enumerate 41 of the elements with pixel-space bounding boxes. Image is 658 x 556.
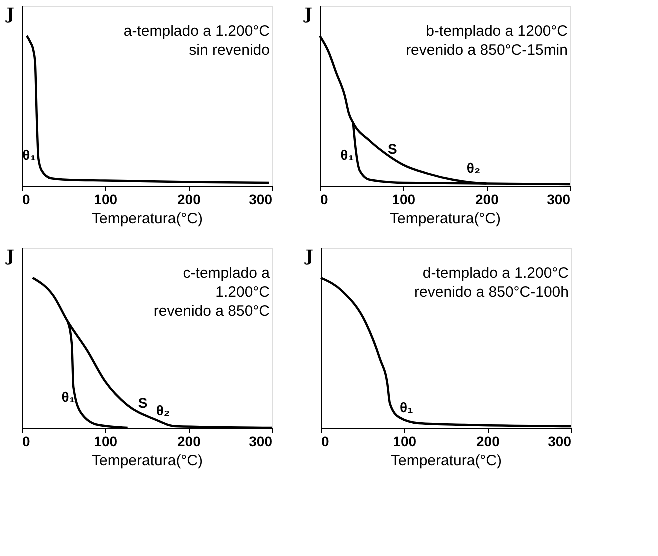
- y-axis-title: J: [4, 246, 14, 266]
- y-axis-title: J: [4, 4, 14, 24]
- annotation: θ₁: [340, 147, 354, 163]
- x-tick-label: 300: [249, 434, 273, 450]
- annotation: revenido a 850°C: [154, 303, 270, 320]
- x-axis-title: Temperatura(°C): [390, 452, 502, 470]
- x-tick-label: 100: [94, 192, 118, 208]
- x-tick-label: 100: [393, 434, 417, 450]
- x-tick-label: 100: [94, 434, 118, 450]
- annotation: θ₂: [156, 402, 170, 418]
- x-axis-title: Temperatura(°C): [390, 210, 502, 228]
- x-tick-label: 300: [547, 192, 571, 208]
- annotation: a-templado a 1.200°C: [124, 23, 270, 40]
- annotation: b-templado a 1200°C: [426, 23, 568, 40]
- x-tick-label: 200: [475, 192, 500, 208]
- annotation: sin revenido: [189, 42, 270, 59]
- annotation: θ₁: [22, 147, 36, 163]
- annotation: d-templado a 1.200°C: [422, 265, 570, 282]
- annotation: revenido a 850°C-100h: [414, 284, 569, 301]
- x-tick-label: 200: [476, 434, 500, 450]
- x-tick-label: 0: [322, 434, 330, 450]
- x-axis-title: Temperatura(°C): [92, 210, 204, 228]
- y-axis-title: J: [304, 246, 314, 266]
- x-tick-label: 0: [320, 192, 328, 208]
- x-tick-label: 300: [249, 192, 273, 208]
- annotation: S: [388, 141, 398, 157]
- annotation: c-templado a: [183, 265, 271, 282]
- x-tick-label: 300: [548, 434, 572, 450]
- x-tick-label: 0: [22, 192, 30, 208]
- x-tick-label: 200: [177, 192, 202, 208]
- x-axis-title: Temperatura(°C): [92, 452, 204, 470]
- annotation: S: [138, 395, 148, 411]
- x-tick-label: 0: [22, 434, 30, 450]
- annotation: θ₂: [466, 160, 481, 176]
- annotation: θ₁: [62, 389, 76, 405]
- y-axis-title: J: [302, 4, 312, 24]
- annotation: revenido a 850°C-15min: [406, 42, 568, 59]
- x-tick-label: 100: [392, 192, 416, 208]
- annotation: 1.200°C: [216, 284, 270, 301]
- annotation: θ₁: [400, 400, 414, 416]
- x-tick-label: 200: [177, 434, 202, 450]
